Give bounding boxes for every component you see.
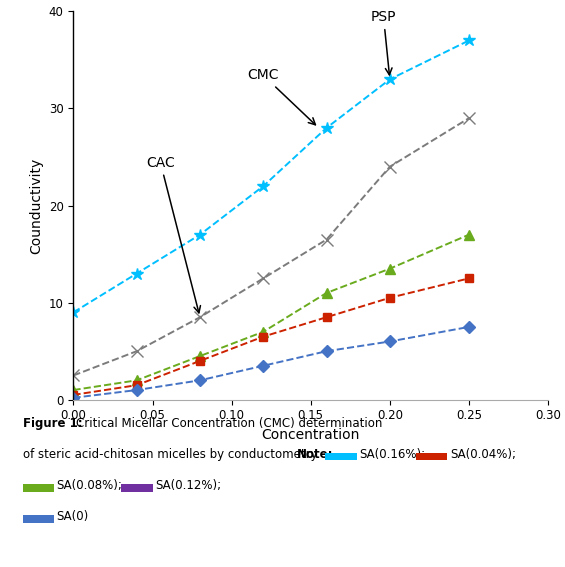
- Text: SA(0): SA(0): [56, 510, 89, 523]
- Text: SA(0.16%);: SA(0.16%);: [359, 448, 425, 461]
- Text: CAC: CAC: [146, 156, 201, 313]
- Text: CMC: CMC: [247, 68, 315, 125]
- Text: SA(0.08%);: SA(0.08%);: [56, 479, 123, 492]
- Text: SA(0.12%);: SA(0.12%);: [155, 479, 221, 492]
- Text: PSP: PSP: [371, 10, 396, 75]
- Y-axis label: Counductivity: Counductivity: [29, 158, 44, 253]
- Text: SA(0.04%);: SA(0.04%);: [450, 448, 516, 461]
- Text: Figure 1:: Figure 1:: [23, 417, 82, 430]
- Text: Note:: Note:: [297, 448, 333, 461]
- Text: of steric acid-chitosan micelles by conductometry.: of steric acid-chitosan micelles by cond…: [23, 448, 319, 461]
- X-axis label: Concentration: Concentration: [262, 428, 360, 442]
- Text: Critical Micellar Concentration (CMC) determination: Critical Micellar Concentration (CMC) de…: [76, 417, 383, 430]
